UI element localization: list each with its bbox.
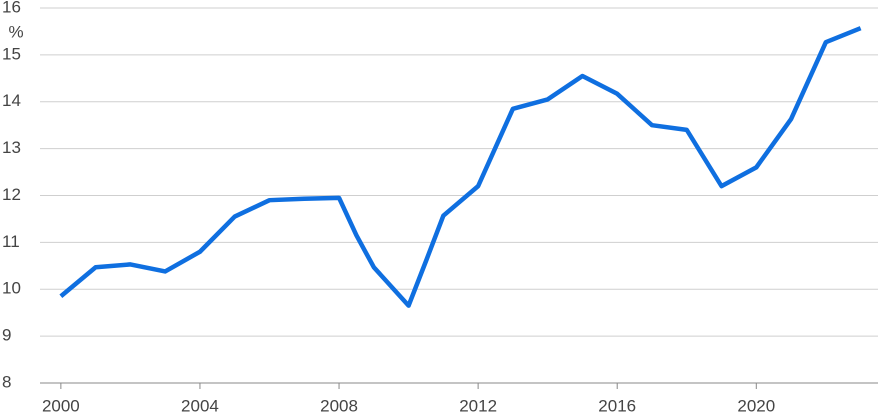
y-unit-label: % — [8, 22, 23, 41]
y-tick-label: 13 — [2, 138, 21, 157]
y-tick-label: 8 — [2, 372, 11, 391]
y-tick-label: 14 — [2, 91, 21, 110]
x-tick-label: 2016 — [598, 396, 636, 415]
y-tick-label: 15 — [2, 44, 21, 63]
x-tick-label: 2012 — [459, 396, 497, 415]
x-tick-label: 2000 — [42, 396, 80, 415]
y-tick-label: 9 — [2, 326, 11, 345]
y-tick-label: 11 — [2, 232, 20, 251]
data-line — [59, 26, 862, 308]
x-tick-label: 2008 — [320, 396, 358, 415]
x-tick-label: 2020 — [737, 396, 775, 415]
y-tick-label: 16 — [2, 0, 21, 16]
x-tick-label: 2004 — [181, 396, 219, 415]
y-tick-label: 10 — [2, 279, 21, 298]
y-tick-label: 12 — [2, 185, 21, 204]
